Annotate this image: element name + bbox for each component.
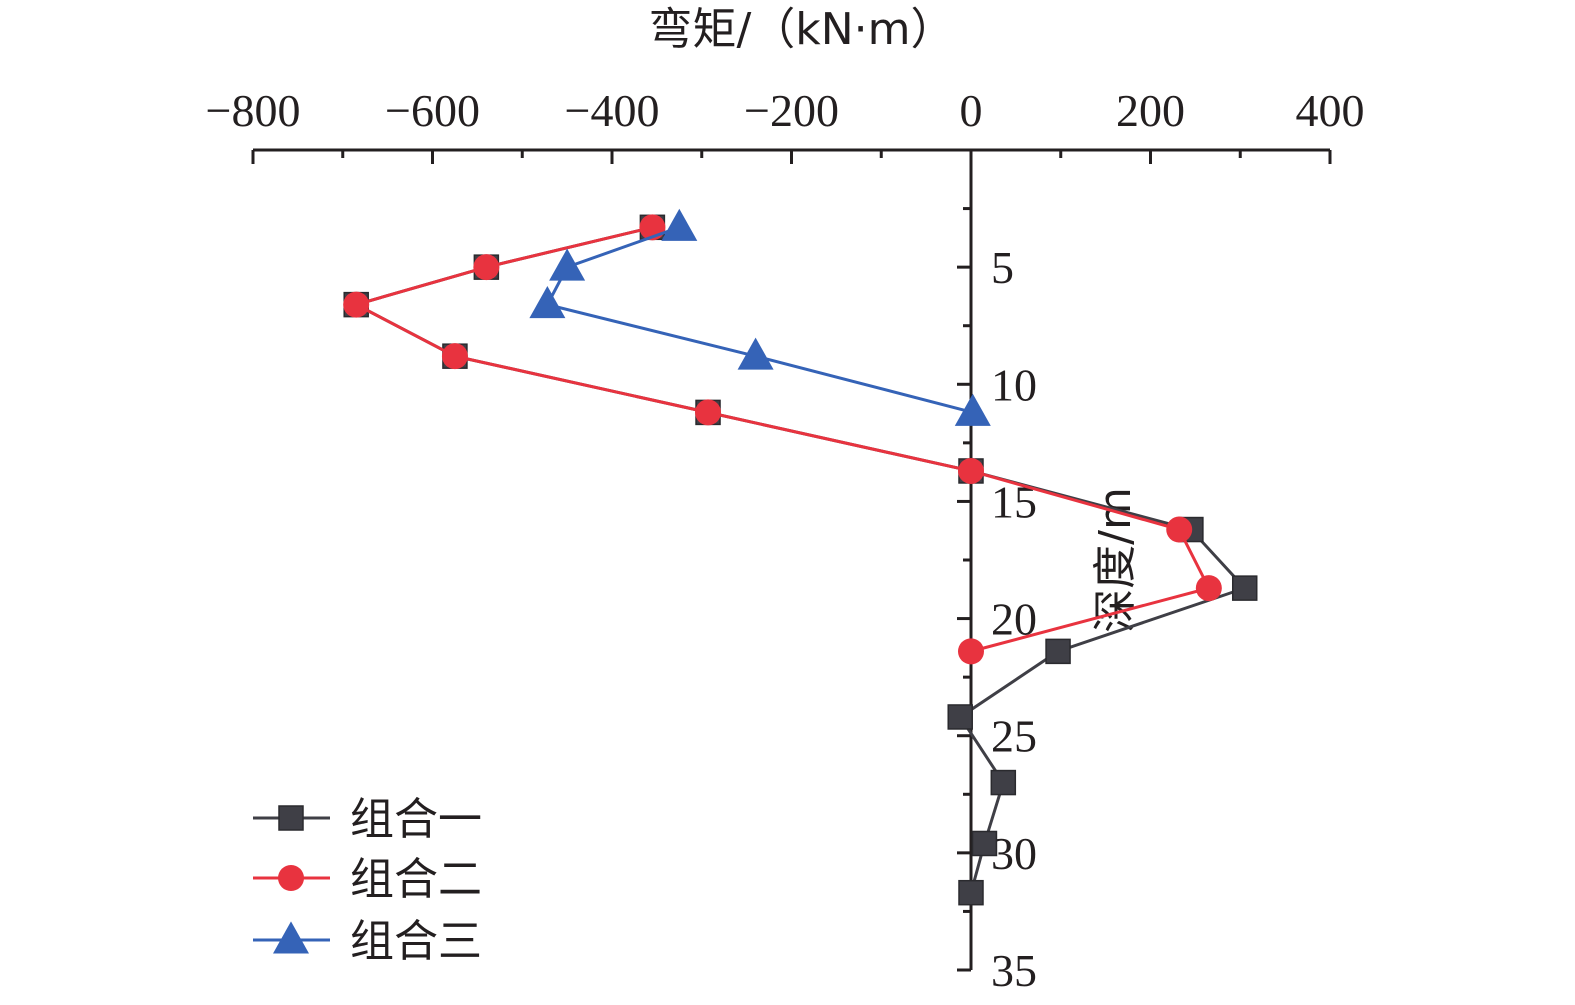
data-point xyxy=(958,638,984,665)
x-tick-label: 0 xyxy=(960,85,983,136)
series-line xyxy=(352,225,1212,653)
x-tick-label: −600 xyxy=(385,85,480,136)
legend-marker xyxy=(278,805,304,831)
data-point xyxy=(958,879,984,906)
data-point xyxy=(947,704,973,730)
y-tick-label: 35 xyxy=(991,945,1037,996)
data-point xyxy=(661,208,698,241)
data-point xyxy=(1195,575,1222,602)
x-tick-label: −800 xyxy=(206,85,301,136)
series-3 xyxy=(529,208,991,426)
y-tick-label: 25 xyxy=(991,711,1037,762)
data-point xyxy=(695,399,722,426)
legend-label: 组合一 xyxy=(350,794,482,845)
data-point xyxy=(1166,516,1193,543)
x-axis: −800 −600 −400 −200 0 200 400 xyxy=(206,85,1365,164)
data-point xyxy=(958,457,984,484)
y-tick-label: 5 xyxy=(991,242,1014,293)
data-point xyxy=(737,337,774,370)
legend-item: 组合三 xyxy=(253,916,482,967)
data-point xyxy=(1231,575,1258,601)
y-tick-label: 30 xyxy=(991,828,1037,879)
legend-item: 组合二 xyxy=(253,854,482,905)
data-point xyxy=(549,248,586,281)
legend-label: 组合二 xyxy=(350,854,482,905)
y-tick-label: 15 xyxy=(991,476,1037,527)
data-point xyxy=(441,343,468,370)
data-point xyxy=(1045,638,1071,665)
data-point xyxy=(473,254,500,281)
legend-marker xyxy=(273,921,309,954)
x-tick-label: 200 xyxy=(1116,85,1185,136)
series-2 xyxy=(343,214,1222,665)
data-point xyxy=(529,286,566,319)
series-line xyxy=(545,225,974,414)
x-axis-title: 弯矩/（kN·m） xyxy=(648,4,954,55)
legend-label: 组合三 xyxy=(350,916,482,967)
x-tick-label: −400 xyxy=(565,85,660,136)
plot-series xyxy=(343,208,1258,906)
data-point xyxy=(954,393,991,426)
x-tick-label: −200 xyxy=(744,85,839,136)
y-tick-label: 10 xyxy=(991,359,1037,410)
legend-item: 组合一 xyxy=(253,794,482,845)
x-tick-label: 400 xyxy=(1296,85,1365,136)
data-point xyxy=(990,769,1017,796)
data-point xyxy=(343,291,370,318)
legend-marker xyxy=(278,865,304,891)
data-point xyxy=(971,830,998,857)
